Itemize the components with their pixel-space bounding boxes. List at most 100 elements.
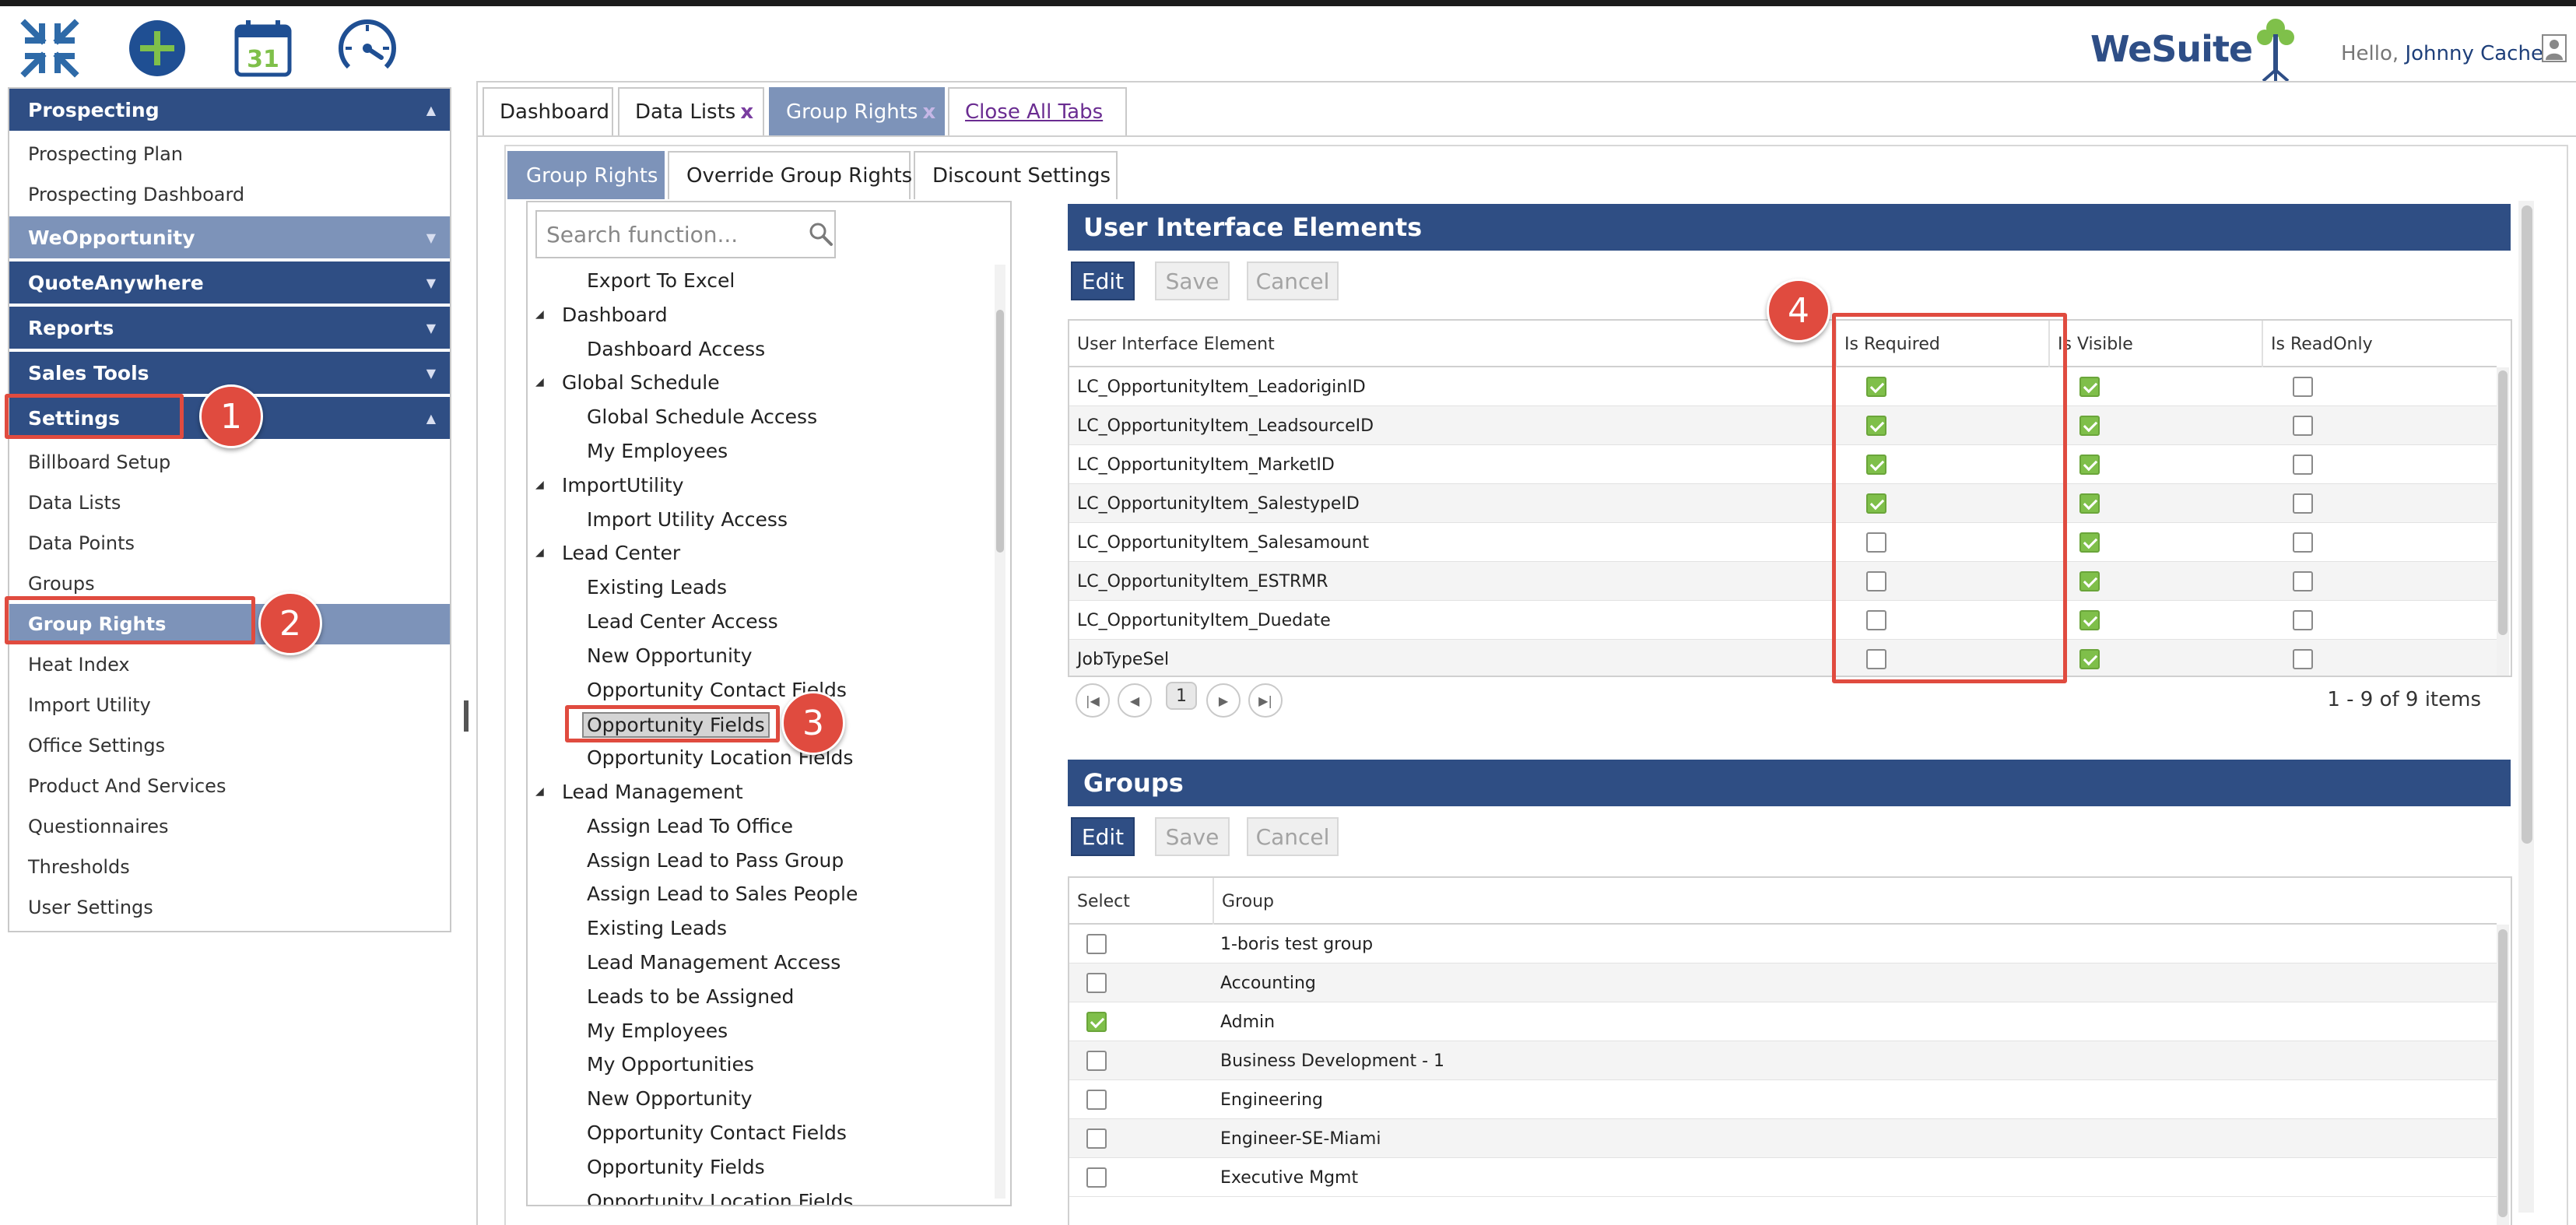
tree-function-node[interactable]: My Employees	[587, 1019, 728, 1042]
is-readonly-checkbox[interactable]	[2293, 377, 2313, 397]
tree-function-node[interactable]: Import Utility Access	[587, 507, 788, 531]
table-row[interactable]: Business Development - 1	[1069, 1041, 2497, 1080]
tree-group-node[interactable]: Lead Center	[562, 542, 681, 565]
tree-function-node[interactable]: New Opportunity	[587, 644, 753, 667]
close-tab-icon[interactable]: x	[922, 100, 936, 124]
is-required-checkbox[interactable]	[1866, 493, 1886, 514]
is-visible-checkbox[interactable]	[2079, 649, 2100, 669]
user-name-link[interactable]: Johnny Cache	[2405, 42, 2543, 65]
groups-edit-button[interactable]: Edit	[1071, 817, 1135, 856]
tab-dashboard[interactable]: Dashboard	[483, 87, 613, 135]
table-row[interactable]: LC_OpportunityItem_SalestypeID	[1069, 484, 2497, 523]
group-select-checkbox[interactable]	[1086, 1090, 1107, 1110]
is-required-checkbox[interactable]	[1866, 455, 1886, 475]
prev-page-button[interactable]: ◀	[1118, 683, 1152, 718]
tree-group-node[interactable]: ImportUtility	[562, 473, 684, 497]
group-select-checkbox[interactable]	[1086, 934, 1107, 954]
table-row[interactable]: LC_OpportunityItem_LeadoriginID	[1069, 367, 2497, 406]
group-select-checkbox[interactable]	[1086, 1167, 1107, 1188]
tree-function-node[interactable]: Opportunity Fields	[582, 712, 770, 739]
tree-function-node[interactable]: Opportunity Contact Fields	[587, 1121, 847, 1144]
search-function-input[interactable]: Search function...	[535, 210, 836, 258]
tree-group-node[interactable]: Global Schedule	[562, 371, 720, 395]
first-page-button[interactable]: |◀	[1076, 683, 1110, 718]
sidebar-item-user-settings[interactable]: User Settings	[28, 897, 153, 918]
tree-function-node[interactable]: My Employees	[587, 440, 728, 462]
table-row[interactable]: LC_OpportunityItem_ESTRMR	[1069, 562, 2497, 601]
sidebar-splitter-handle[interactable]	[464, 700, 469, 732]
is-required-checkbox[interactable]	[1866, 649, 1886, 669]
is-readonly-checkbox[interactable]	[2293, 532, 2313, 553]
ui-grid-scrollbar-thumb[interactable]	[2498, 370, 2508, 635]
tree-function-node[interactable]: Export To Excel	[587, 269, 735, 292]
sidebar-item-data-points[interactable]: Data Points	[28, 532, 135, 554]
sidebar-item-import-utility[interactable]: Import Utility	[28, 694, 151, 716]
sidebar-item-office-settings[interactable]: Office Settings	[28, 735, 166, 756]
tree-expand-icon[interactable]: ◢	[535, 785, 544, 798]
is-readonly-checkbox[interactable]	[2293, 493, 2313, 514]
tree-function-node[interactable]: Assign Lead To Office	[587, 814, 794, 837]
tree-expand-icon[interactable]: ◢	[535, 376, 544, 389]
is-readonly-checkbox[interactable]	[2293, 455, 2313, 475]
tree-group-node[interactable]: Lead Management	[562, 781, 743, 803]
is-visible-checkbox[interactable]	[2079, 377, 2100, 397]
column-header-group[interactable]: Group	[1213, 878, 2497, 925]
tab-group-rights[interactable]: Group Rights x	[769, 87, 945, 135]
table-row[interactable]: Accounting	[1069, 964, 2497, 1002]
tree-expand-icon[interactable]: ◢	[535, 546, 544, 560]
close-all-tabs-link[interactable]: Close All Tabs	[965, 100, 1104, 124]
table-row[interactable]: LC_OpportunityItem_Duedate	[1069, 601, 2497, 640]
search-icon[interactable]	[808, 221, 834, 247]
tree-expand-icon[interactable]: ◢	[535, 307, 544, 321]
tree-expand-icon[interactable]: ◢	[535, 478, 544, 491]
ui-elements-save-button[interactable]: Save	[1155, 261, 1230, 300]
groups-cancel-button[interactable]: Cancel	[1247, 817, 1339, 856]
subtab-override-group-rights[interactable]: Override Group Rights	[668, 151, 912, 199]
group-select-checkbox[interactable]	[1086, 973, 1107, 993]
sidebar-item-prospecting-plan[interactable]: Prospecting Plan	[28, 143, 183, 165]
sidebar-item-heat-index[interactable]: Heat Index	[28, 654, 130, 676]
tree-function-node[interactable]: My Opportunities	[587, 1053, 754, 1076]
is-readonly-checkbox[interactable]	[2293, 610, 2313, 630]
panel-scrollbar-thumb[interactable]	[2522, 205, 2532, 844]
tree-function-node[interactable]: Opportunity Fields	[587, 1155, 765, 1178]
tab-data-lists[interactable]: Data Lists x	[618, 87, 764, 135]
is-visible-checkbox[interactable]	[2079, 571, 2100, 591]
table-row[interactable]: Engineering	[1069, 1080, 2497, 1119]
tree-function-node[interactable]: Assign Lead to Pass Group	[587, 848, 844, 872]
table-row[interactable]: Engineer-SE-Miami	[1069, 1119, 2497, 1158]
group-select-checkbox[interactable]	[1086, 1012, 1107, 1032]
is-required-checkbox[interactable]	[1866, 377, 1886, 397]
sidebar-item-prospecting-dashboard[interactable]: Prospecting Dashboard	[28, 184, 245, 205]
is-visible-checkbox[interactable]	[2079, 493, 2100, 514]
is-readonly-checkbox[interactable]	[2293, 416, 2313, 436]
is-visible-checkbox[interactable]	[2079, 455, 2100, 475]
tree-group-node[interactable]: Dashboard	[562, 303, 668, 326]
is-visible-checkbox[interactable]	[2079, 610, 2100, 630]
group-select-checkbox[interactable]	[1086, 1051, 1107, 1071]
tree-function-node[interactable]: Leads to be Assigned	[587, 985, 795, 1008]
table-row[interactable]: 1-boris test group	[1069, 925, 2497, 964]
sidebar-section-sales-tools[interactable]: Sales Tools ▼	[9, 352, 450, 394]
table-row[interactable]: JobTypeSel	[1069, 640, 2497, 676]
tree-scrollbar-thumb[interactable]	[996, 310, 1004, 553]
tree-function-node[interactable]: Dashboard Access	[587, 337, 766, 360]
is-required-checkbox[interactable]	[1866, 571, 1886, 591]
table-row[interactable]: LC_OpportunityItem_LeadsourceID	[1069, 406, 2497, 445]
tree-function-node[interactable]: New Opportunity	[587, 1087, 753, 1111]
wesuite-logo[interactable]: WeSuite	[2090, 14, 2299, 84]
group-select-checkbox[interactable]	[1086, 1128, 1107, 1149]
table-row[interactable]: LC_OpportunityItem_MarketID	[1069, 445, 2497, 484]
dashboard-gauge-icon[interactable]	[335, 16, 400, 81]
ui-elements-cancel-button[interactable]: Cancel	[1247, 261, 1339, 300]
subtab-discount-settings[interactable]: Discount Settings	[914, 151, 1118, 199]
tree-function-node[interactable]: Opportunity Location Fields	[587, 1189, 854, 1206]
sidebar-item-questionnaires[interactable]: Questionnaires	[28, 816, 169, 837]
add-circle-icon[interactable]	[125, 16, 190, 81]
last-page-button[interactable]: ▶|	[1248, 683, 1283, 718]
tree-function-node[interactable]: Existing Leads	[587, 576, 728, 599]
tree-function-node[interactable]: Global Schedule Access	[587, 405, 818, 429]
user-avatar-icon[interactable]	[2542, 34, 2567, 62]
sidebar-section-reports[interactable]: Reports ▼	[9, 307, 450, 349]
groups-save-button[interactable]: Save	[1155, 817, 1230, 856]
